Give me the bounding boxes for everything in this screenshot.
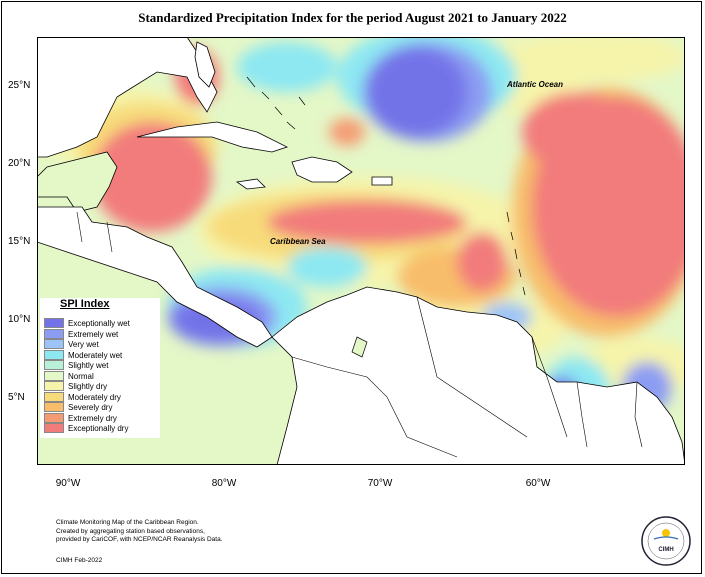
lat-label-20: 20°N bbox=[8, 158, 31, 169]
lake-maracaibo bbox=[351, 336, 368, 358]
legend-swatch bbox=[44, 328, 64, 339]
legend-label: Very wet bbox=[68, 340, 99, 349]
credit-date: CIMH Feb-2022 bbox=[56, 557, 103, 564]
credit-line: Climate Monitoring Map of the Caribbean … bbox=[56, 519, 199, 526]
legend-swatch bbox=[44, 349, 64, 360]
lon-label-80: 80°W bbox=[211, 478, 237, 489]
caribbean-label: Caribbean Sea bbox=[270, 237, 326, 246]
lon-label-70: 70°W bbox=[367, 478, 393, 489]
logo-text: CIMH bbox=[658, 547, 673, 553]
central-america bbox=[37, 206, 273, 348]
cimh-logo: CIMH bbox=[641, 516, 691, 566]
lon-label-90: 90°W bbox=[55, 478, 81, 489]
legend-item: Exceptionally wet bbox=[44, 318, 130, 329]
hispaniola bbox=[291, 156, 353, 183]
legend-label: Slightly wet bbox=[68, 361, 109, 370]
legend-swatch bbox=[44, 370, 64, 381]
legend-swatch bbox=[44, 339, 64, 349]
legend-label: Exceptionally wet bbox=[68, 319, 130, 328]
legend-label: Moderately dry bbox=[68, 392, 121, 402]
map-border bbox=[37, 37, 685, 465]
lesser-antilles bbox=[506, 211, 526, 296]
legend-swatch bbox=[44, 318, 64, 328]
legend-label: Severely dry bbox=[68, 403, 113, 412]
legend-item: Exceptionally dry bbox=[44, 423, 128, 434]
legend-swatch bbox=[44, 391, 64, 402]
legend-item: Slightly dry bbox=[44, 381, 107, 392]
credit-text: Climate Monitoring Map of the Caribbean … bbox=[56, 519, 223, 545]
legend-item: Severely dry bbox=[44, 402, 112, 413]
islands bbox=[246, 76, 526, 358]
legend-item: Moderately dry bbox=[44, 391, 121, 403]
lat-label-5: 5°N bbox=[8, 392, 25, 403]
legend-swatch bbox=[44, 360, 64, 370]
atlantic-label: Atlantic Ocean bbox=[506, 80, 563, 89]
lat-label-10: 10°N bbox=[8, 314, 31, 325]
land bbox=[37, 37, 685, 465]
lat-label-25: 25°N bbox=[8, 80, 31, 91]
legend-swatch bbox=[44, 402, 64, 412]
lon-label-60: 60°W bbox=[525, 478, 551, 489]
legend-item: Very wet bbox=[44, 339, 99, 350]
florida bbox=[194, 41, 216, 88]
jamaica bbox=[235, 178, 266, 190]
yucatan bbox=[37, 151, 118, 213]
lat-label-15: 15°N bbox=[8, 236, 31, 247]
sun-icon bbox=[662, 529, 670, 537]
legend-item: Extremely dry bbox=[44, 412, 117, 424]
legend-label: Extremely dry bbox=[68, 413, 117, 423]
legend-swatch bbox=[44, 412, 64, 423]
legend-label: Slightly dry bbox=[68, 382, 108, 391]
legend-label: Extremely wet bbox=[68, 329, 119, 339]
puerto-rico bbox=[371, 176, 393, 186]
legend-item: Moderately wet bbox=[44, 349, 123, 361]
legend-label: Normal bbox=[68, 371, 94, 381]
legend-swatch bbox=[44, 381, 64, 391]
legend-item: Normal bbox=[44, 370, 94, 382]
credit-line: Created by aggregating station based obs… bbox=[56, 527, 205, 535]
map-title: Standardized Precipitation Index for the… bbox=[138, 10, 567, 25]
legend-item: Slightly wet bbox=[44, 360, 108, 371]
legend-label: Exceptionally dry bbox=[68, 424, 129, 433]
borders bbox=[76, 211, 643, 458]
legend-title: SPI Index bbox=[60, 298, 110, 310]
south-america bbox=[271, 286, 685, 465]
legend-item: Extremely wet bbox=[44, 328, 119, 340]
credit-line: provided by CariCOF, with NCEP/NCAR Rean… bbox=[56, 536, 223, 543]
bahamas bbox=[246, 76, 306, 130]
legend-label: Moderately wet bbox=[68, 350, 123, 360]
cuba bbox=[136, 121, 289, 153]
legend-swatch bbox=[44, 423, 64, 433]
spi-legend: SPI Index Exceptionally wet Extremely wet… bbox=[40, 298, 160, 438]
